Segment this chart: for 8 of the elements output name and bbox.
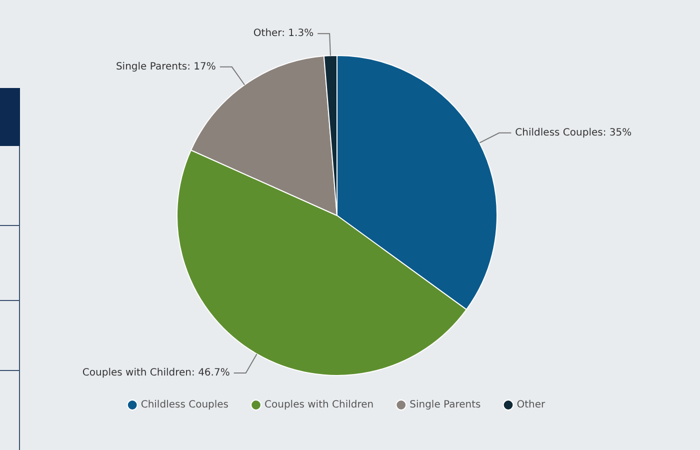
legend-label: Couples with Children — [264, 400, 374, 411]
data-label: Single Parents: 17% — [116, 62, 216, 73]
legend-label: Single Parents — [410, 400, 481, 411]
legend-label: Other — [516, 400, 546, 411]
data-label: Couples with Children: 46.7% — [82, 368, 230, 379]
data-label: Childless Couples: 35% — [515, 127, 632, 138]
data-label: Other: 1.3% — [253, 28, 314, 40]
legend-label: Childless Couples — [140, 400, 229, 411]
